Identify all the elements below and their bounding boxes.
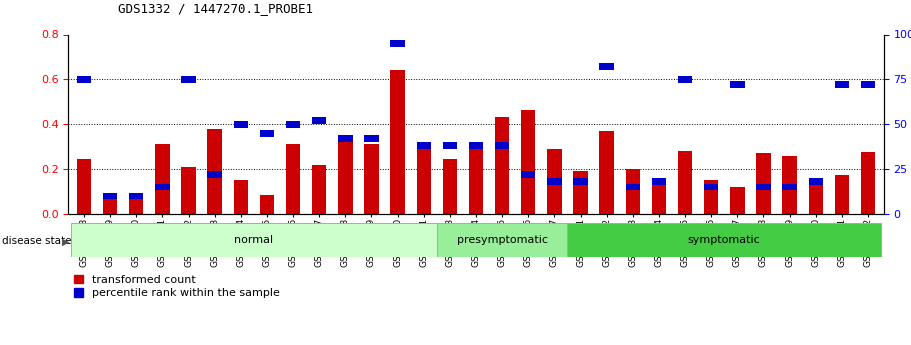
Bar [443, 159, 457, 214]
Bar [495, 117, 509, 214]
Bar [416, 142, 431, 149]
Text: symptomatic: symptomatic [688, 235, 761, 245]
Bar [208, 129, 222, 214]
Bar [599, 131, 614, 214]
Bar [155, 144, 169, 214]
Bar [233, 180, 248, 214]
Bar [626, 184, 640, 190]
Bar [730, 187, 744, 214]
Text: GDS1332 / 1447270.1_PROBE1: GDS1332 / 1447270.1_PROBE1 [118, 2, 313, 15]
Bar [521, 171, 536, 178]
Bar [651, 178, 666, 185]
Bar [260, 195, 274, 214]
Bar [77, 76, 91, 83]
Bar [181, 167, 196, 214]
Bar [103, 193, 118, 199]
Bar [730, 81, 744, 88]
Text: ▶: ▶ [62, 237, 69, 246]
Bar [391, 70, 404, 214]
Bar [312, 165, 326, 214]
Bar [678, 76, 692, 83]
Bar [568, 223, 881, 257]
Bar [651, 183, 666, 214]
Bar [756, 184, 771, 190]
Bar [704, 180, 719, 214]
Bar [756, 153, 771, 214]
Bar [338, 135, 353, 142]
Bar [626, 169, 640, 214]
Bar [77, 159, 91, 214]
Bar [364, 135, 379, 142]
Bar [861, 81, 875, 88]
Bar [469, 142, 483, 149]
Text: normal: normal [234, 235, 273, 245]
Bar [233, 121, 248, 128]
Legend: transformed count, percentile rank within the sample: transformed count, percentile rank withi… [74, 275, 280, 298]
Bar [809, 178, 823, 214]
Bar [521, 110, 536, 214]
Bar [155, 184, 169, 190]
Bar [548, 149, 561, 214]
Text: disease state: disease state [2, 237, 71, 246]
Bar [495, 142, 509, 149]
Bar [71, 223, 436, 257]
Bar [436, 223, 568, 257]
Bar [129, 196, 143, 214]
Bar [443, 142, 457, 149]
Bar [364, 144, 379, 214]
Bar [783, 156, 797, 214]
Text: presymptomatic: presymptomatic [456, 235, 548, 245]
Bar [573, 171, 588, 214]
Bar [783, 184, 797, 190]
Bar [312, 117, 326, 124]
Bar [809, 178, 823, 185]
Bar [573, 178, 588, 185]
Bar [861, 152, 875, 214]
Bar [599, 63, 614, 70]
Bar [286, 144, 301, 214]
Bar [181, 76, 196, 83]
Bar [103, 196, 118, 214]
Bar [391, 40, 404, 47]
Bar [834, 175, 849, 214]
Bar [704, 184, 719, 190]
Bar [260, 130, 274, 137]
Bar [338, 142, 353, 214]
Bar [678, 151, 692, 214]
Bar [129, 193, 143, 199]
Bar [416, 142, 431, 214]
Bar [834, 81, 849, 88]
Bar [208, 171, 222, 178]
Bar [286, 121, 301, 128]
Bar [548, 178, 561, 185]
Bar [469, 144, 483, 214]
